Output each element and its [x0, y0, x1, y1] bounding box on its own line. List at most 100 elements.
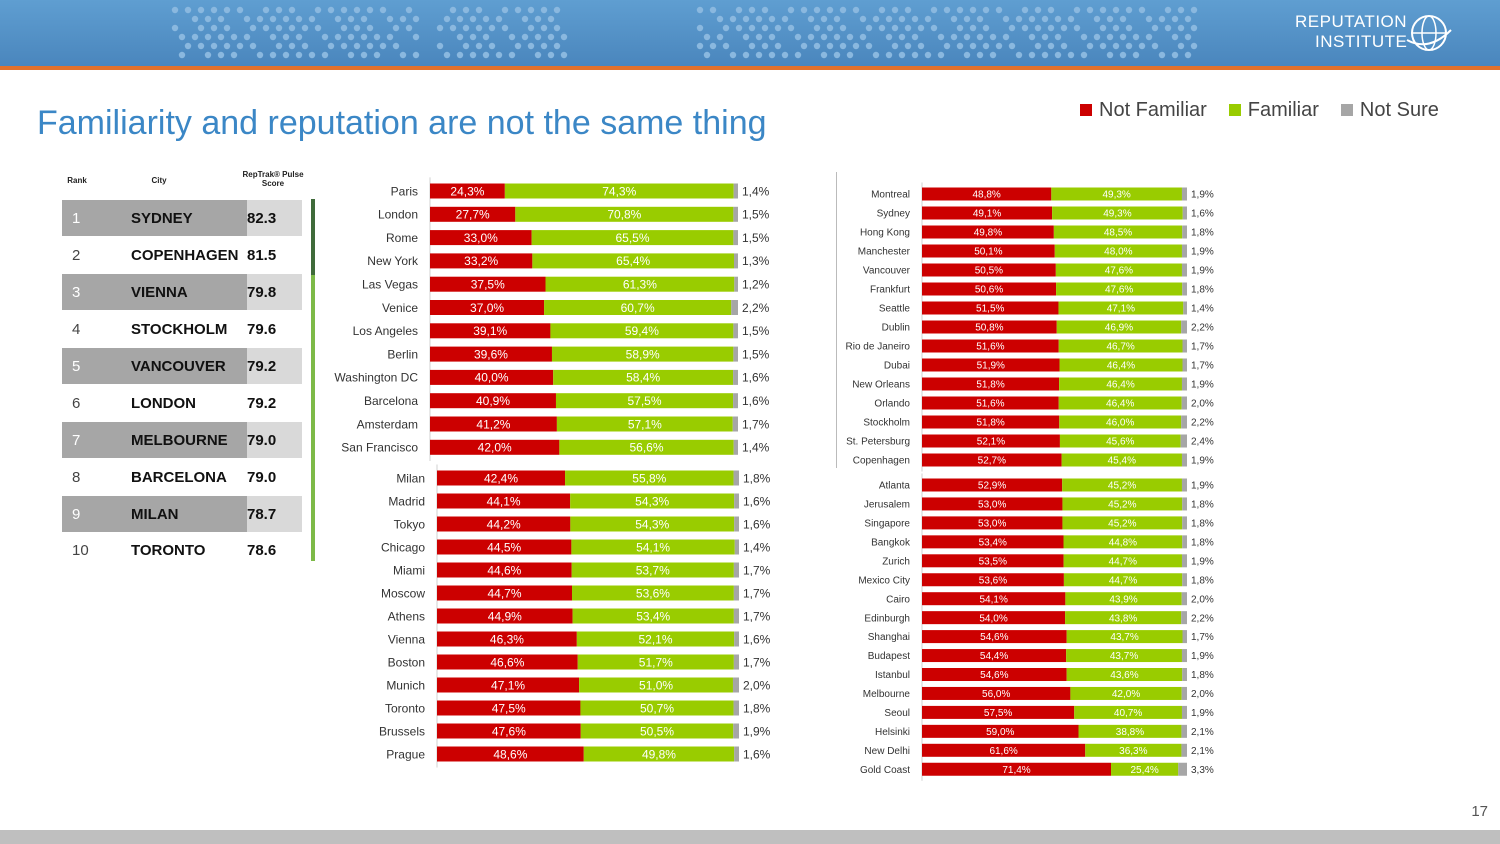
- map-dot: [937, 33, 945, 41]
- map-dot: [443, 15, 451, 23]
- map-dot: [482, 33, 490, 41]
- category-label: Chicago: [381, 540, 425, 554]
- map-dot: [236, 6, 244, 14]
- data-label-not-sure: 1,8%: [743, 471, 771, 485]
- data-label-familiar: 57,1%: [628, 417, 662, 431]
- category-label: Athens: [388, 609, 425, 623]
- bar-not-familiar: [430, 253, 533, 269]
- bar-not-sure: [1182, 339, 1187, 353]
- map-dot: [191, 15, 199, 23]
- data-label-not-familiar: 50,5%: [975, 266, 1003, 277]
- bar-not-sure: [734, 493, 739, 509]
- bar-not-familiar: [437, 516, 571, 532]
- map-dot: [787, 24, 795, 32]
- bar-not-familiar: [922, 301, 1059, 315]
- category-label: Stockholm: [863, 418, 910, 429]
- bar-not-sure: [1181, 263, 1187, 277]
- category-label: Venice: [382, 301, 418, 315]
- map-dot: [755, 15, 763, 23]
- bar-familiar: [550, 323, 734, 339]
- category-label: Orlando: [874, 399, 910, 410]
- map-dot: [269, 33, 277, 41]
- map-dot: [379, 42, 387, 50]
- city-cell: MILAN: [131, 506, 179, 523]
- map-dot: [696, 42, 704, 50]
- map-dot: [353, 6, 361, 14]
- map-dot: [1171, 33, 1179, 41]
- map-dot: [223, 24, 231, 32]
- data-label-familiar: 44,8%: [1109, 537, 1137, 548]
- map-dot: [456, 15, 464, 23]
- bar-not-sure: [1181, 415, 1187, 429]
- map-dot: [833, 51, 841, 59]
- category-label: Seattle: [879, 304, 911, 315]
- score-bar-light: [311, 275, 315, 561]
- data-label-not-familiar: 48,6%: [493, 747, 527, 761]
- map-dot: [924, 51, 932, 59]
- data-label-not-sure: 2,4%: [1191, 437, 1214, 448]
- bar-familiar: [1051, 187, 1182, 201]
- category-label: Moscow: [381, 586, 425, 600]
- category-label: Tokyo: [394, 517, 426, 531]
- map-dot: [1060, 24, 1068, 32]
- map-dot: [839, 24, 847, 32]
- map-dot: [1132, 51, 1140, 59]
- reputation-institute-logo: REPUTATION INSTITUTE: [1295, 10, 1460, 58]
- map-dot: [475, 42, 483, 50]
- data-label-not-familiar: 54,1%: [980, 594, 1008, 605]
- bar-not-sure: [733, 608, 739, 624]
- map-dot: [891, 6, 899, 14]
- data-label-familiar: 46,9%: [1105, 323, 1133, 334]
- map-dot: [930, 24, 938, 32]
- data-label-familiar: 43,7%: [1110, 632, 1138, 643]
- data-label-not-sure: 1,6%: [743, 494, 771, 508]
- bar-not-familiar: [437, 470, 566, 486]
- data-label-familiar: 38,8%: [1116, 727, 1144, 738]
- bar-not-familiar: [922, 535, 1064, 549]
- data-label-not-sure: 1,7%: [743, 563, 771, 577]
- category-label: London: [378, 208, 418, 222]
- map-dot: [547, 33, 555, 41]
- score-cell: 79.2: [247, 395, 277, 412]
- data-label-familiar: 48,0%: [1104, 247, 1132, 258]
- bar-not-sure: [1181, 554, 1187, 568]
- bar-not-familiar: [922, 415, 1060, 429]
- map-dot: [366, 42, 374, 50]
- map-dot: [469, 51, 477, 59]
- map-dot: [969, 42, 977, 50]
- category-label: Vienna: [388, 632, 425, 646]
- map-dot: [171, 6, 179, 14]
- data-label-familiar: 45,4%: [1108, 456, 1136, 467]
- map-dot: [885, 15, 893, 23]
- category-label: Toronto: [385, 701, 425, 715]
- data-label-not-sure: 1,8%: [1191, 285, 1214, 296]
- map-dot: [1008, 24, 1016, 32]
- data-label-not-sure: 1,8%: [1191, 575, 1214, 586]
- map-dot: [1073, 6, 1081, 14]
- map-dot: [982, 24, 990, 32]
- map-dot: [1119, 15, 1127, 23]
- data-label-familiar: 55,8%: [632, 471, 666, 485]
- map-dot: [1054, 51, 1062, 59]
- data-label-familiar: 51,0%: [639, 678, 673, 692]
- bar-not-sure: [1181, 320, 1187, 334]
- bar-not-sure: [1180, 434, 1187, 448]
- data-label-not-familiar: 44,9%: [488, 609, 522, 623]
- bar-not-sure: [734, 516, 739, 532]
- score-cell-bg: [247, 274, 302, 310]
- map-dot: [1073, 24, 1081, 32]
- map-dot: [1164, 24, 1172, 32]
- bar-familiar: [570, 516, 735, 532]
- map-dot: [366, 24, 374, 32]
- map-dot: [963, 15, 971, 23]
- bar-not-sure: [733, 323, 738, 339]
- score-cell: 82.3: [247, 210, 277, 227]
- data-label-not-sure: 1,5%: [742, 324, 770, 338]
- data-label-not-sure: 1,6%: [742, 394, 770, 408]
- data-label-familiar: 61,3%: [623, 278, 657, 292]
- bar-not-sure: [1182, 225, 1187, 239]
- data-label-not-familiar: 44,1%: [487, 494, 521, 508]
- category-label: Rio de Janeiro: [846, 342, 911, 353]
- map-dot: [1041, 15, 1049, 23]
- bar-familiar: [1058, 339, 1183, 353]
